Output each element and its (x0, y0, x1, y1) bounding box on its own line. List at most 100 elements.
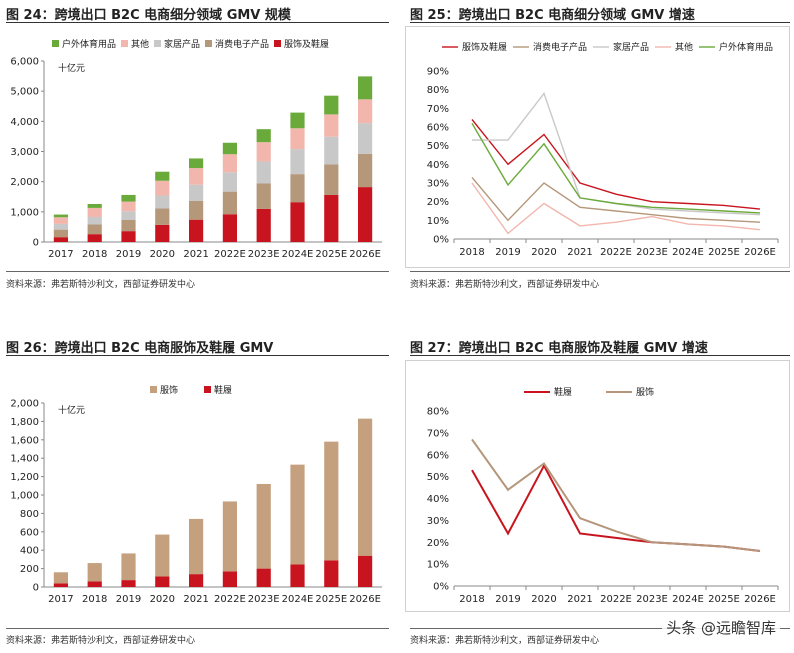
y-tick-label: 50% (427, 472, 449, 483)
y-tick-label: 20% (427, 538, 449, 549)
legend-label: 服饰及鞋履 (284, 38, 329, 50)
series-line (471, 176, 761, 223)
x-tick-label: 2018 (82, 594, 107, 605)
y-tick-label: 2,000 (10, 399, 39, 410)
y-tick-label: 30% (427, 179, 449, 190)
bar-segment (256, 568, 271, 587)
bar-segment (256, 208, 271, 242)
x-tick-label: 2019 (495, 594, 520, 605)
bar-segment (222, 501, 237, 572)
bar-segment (256, 161, 271, 184)
bar-segment (189, 200, 204, 220)
y-tick-label: 2,000 (10, 177, 39, 188)
bar-segment (222, 191, 237, 215)
bar-segment (290, 174, 305, 203)
legend-label: 服饰及鞋履 (462, 41, 507, 53)
series-line (471, 438, 761, 552)
bar-segment (121, 211, 136, 220)
bar-segment (256, 183, 271, 209)
x-tick-label: 2020 (150, 249, 175, 260)
legend-label: 服饰 (636, 386, 654, 398)
legend-swatch (52, 40, 59, 47)
bar-segment (290, 149, 305, 175)
bar-segment (324, 164, 339, 195)
y-tick-label: 60% (427, 450, 449, 461)
bar-segment (358, 99, 373, 124)
legend-label: 其他 (131, 38, 149, 50)
bar-segment (53, 572, 68, 584)
x-tick-label: 2017 (48, 249, 73, 260)
y-tick-label: 0% (433, 582, 449, 593)
source-rule (410, 271, 790, 272)
y-tick-label: 1,000 (10, 491, 39, 502)
legend-label: 家居产品 (164, 38, 200, 50)
bar-segment (324, 114, 339, 137)
y-tick-label: 0% (433, 235, 449, 246)
x-tick-label: 2021 (183, 594, 208, 605)
source-rule (410, 628, 790, 629)
bar-segment (358, 123, 373, 154)
x-tick-label: 2023E (636, 247, 668, 258)
bar-segment (222, 214, 237, 242)
series-line (472, 91, 761, 216)
legend-label: 消费电子产品 (215, 38, 269, 50)
bar-segment (324, 560, 339, 587)
title-rule (6, 355, 389, 356)
y-tick-label: 50% (427, 141, 449, 152)
bar-segment (87, 563, 102, 582)
bar-segment (53, 583, 68, 587)
bar-segment (256, 142, 271, 162)
y-tick-label: 4,000 (10, 117, 39, 128)
x-tick-label: 2026E (349, 594, 381, 605)
legend-swatch (204, 386, 211, 393)
figure-25-title: 图 25：跨境出口 B2C 电商细分领域 GMV 增速 (410, 8, 695, 23)
y-tick-label: 600 (20, 527, 39, 538)
unit-label: 十亿元 (58, 62, 85, 74)
x-tick-label: 2022E (214, 249, 246, 260)
bar-segment (87, 234, 102, 242)
source-rule (6, 628, 389, 629)
bar-segment (324, 441, 339, 561)
bar-segment (121, 201, 136, 212)
bar-segment (53, 214, 68, 218)
figure-27-title: 图 27：跨境出口 B2C 电商服饰及鞋履 GMV 增速 (410, 341, 708, 356)
bar-segment (290, 202, 305, 242)
bar-segment (290, 564, 305, 587)
x-tick-label: 2023E (248, 594, 280, 605)
series-line (471, 119, 761, 210)
bar-segment (87, 581, 102, 587)
x-tick-label: 2026E (349, 249, 381, 260)
source-note: 资料来源：弗若斯特沙利文，西部证券研发中心 (6, 636, 196, 646)
x-tick-label: 2022E (600, 247, 632, 258)
legend-label: 鞋履 (554, 386, 572, 398)
bar-segment (324, 95, 339, 115)
bar-segment (256, 129, 271, 143)
bar-segment (222, 142, 237, 155)
x-tick-label: 2021 (567, 247, 592, 258)
y-tick-label: 1,600 (10, 435, 39, 446)
bar-segment (189, 158, 204, 169)
bar-segment (358, 187, 373, 242)
bar-segment (121, 194, 136, 202)
figure-27-chart: 0% 10% 20% 30% 40% 50% 60% 70% 80% 2018 2019 2020 20… (405, 360, 790, 612)
y-tick-label: 30% (427, 516, 449, 527)
bar-segment (358, 76, 373, 100)
bar-segment (222, 172, 237, 192)
legend-label: 服饰 (160, 384, 178, 396)
series-line (471, 122, 761, 214)
y-tick-label: 40% (427, 160, 449, 171)
y-tick-label: 0 (33, 238, 39, 249)
y-tick-label: 90% (427, 67, 449, 78)
legend-label: 其他 (675, 41, 693, 53)
y-tick-label: 20% (427, 197, 449, 208)
figure-24-title: 图 24：跨境出口 B2C 电商细分领域 GMV 规模 (6, 8, 291, 23)
y-tick-label: 1,200 (10, 472, 39, 483)
bar-segment (155, 534, 170, 577)
bar-segment (155, 208, 170, 225)
y-tick-label: 1,400 (10, 454, 39, 465)
x-tick-label: 2022E (214, 594, 246, 605)
bar-segment (121, 231, 136, 242)
x-tick-label: 2021 (567, 594, 592, 605)
legend-label: 户外体育用品 (719, 41, 773, 53)
figure-25-chart: 0% 10% 20% 30% 40% 50% 60% 70% 80% 90% 2018 2019 202… (405, 26, 790, 268)
